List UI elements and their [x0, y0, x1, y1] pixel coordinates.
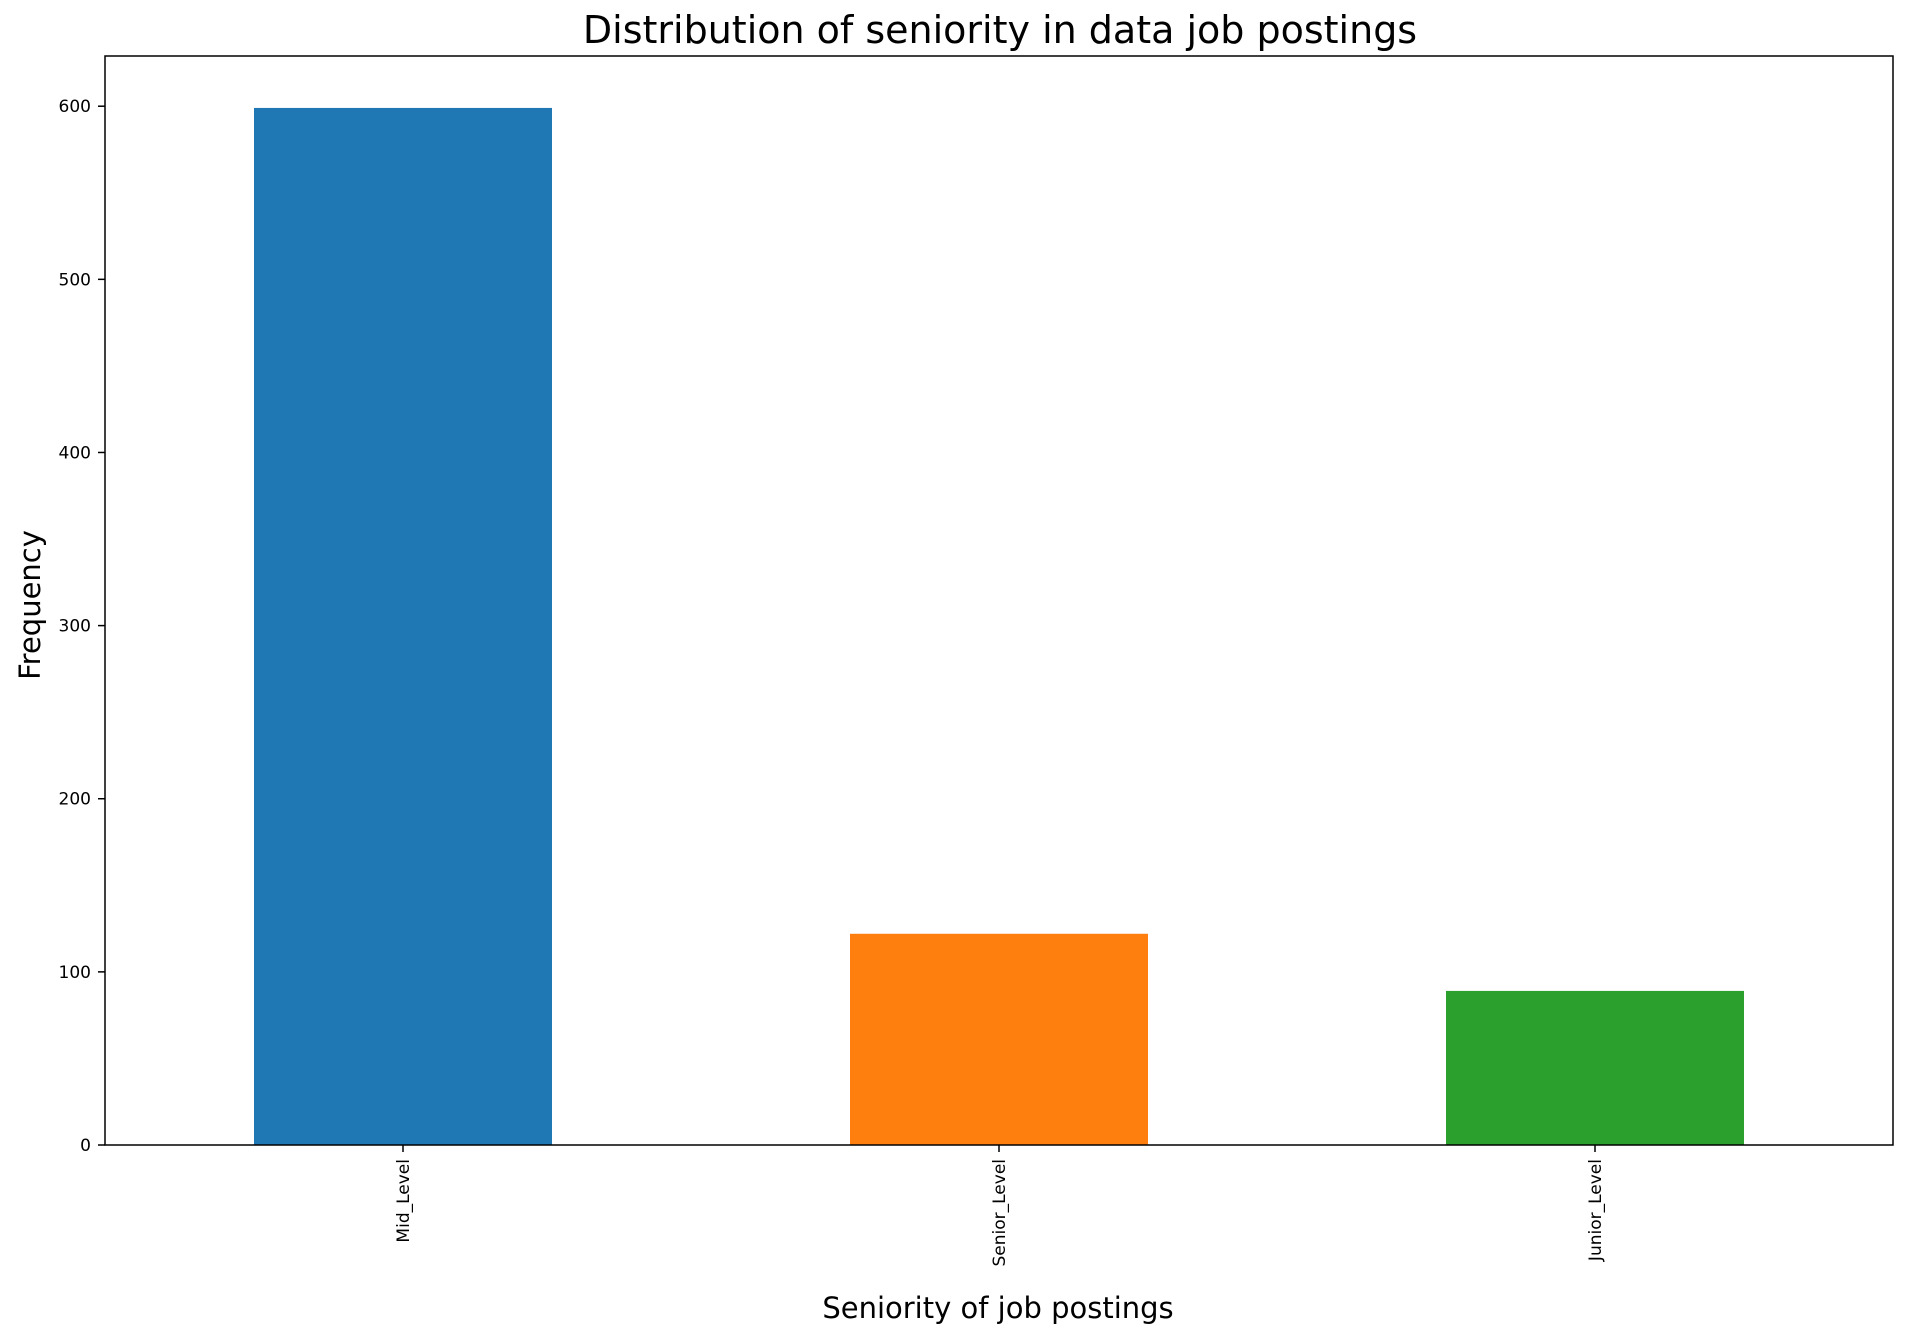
- y-tick-label: 400: [59, 443, 91, 463]
- bar-senior-level: [850, 933, 1148, 1145]
- x-tick-label: Mid_Level: [394, 1159, 414, 1243]
- chart-title: Distribution of seniority in data job po…: [583, 8, 1417, 52]
- x-axis-label: Seniority of job postings: [822, 1291, 1173, 1325]
- y-axis-label: Frequency: [13, 530, 47, 680]
- x-tick-label: Senior_Level: [990, 1159, 1010, 1267]
- y-tick-label: 200: [59, 790, 91, 810]
- y-tick-label: 0: [80, 1136, 91, 1156]
- y-tick-label: 500: [59, 270, 91, 290]
- y-tick-label: 600: [59, 97, 91, 117]
- x-tick-label: Junior_Level: [1586, 1159, 1606, 1262]
- y-tick-label: 300: [59, 617, 91, 637]
- y-tick-label: 100: [59, 963, 91, 983]
- bar-junior-level: [1446, 990, 1744, 1145]
- plot-area: 0 100 200 300 400 500 600 Mid_Level Senior_Level…: [59, 55, 1894, 1267]
- bar-mid-level: [254, 107, 552, 1146]
